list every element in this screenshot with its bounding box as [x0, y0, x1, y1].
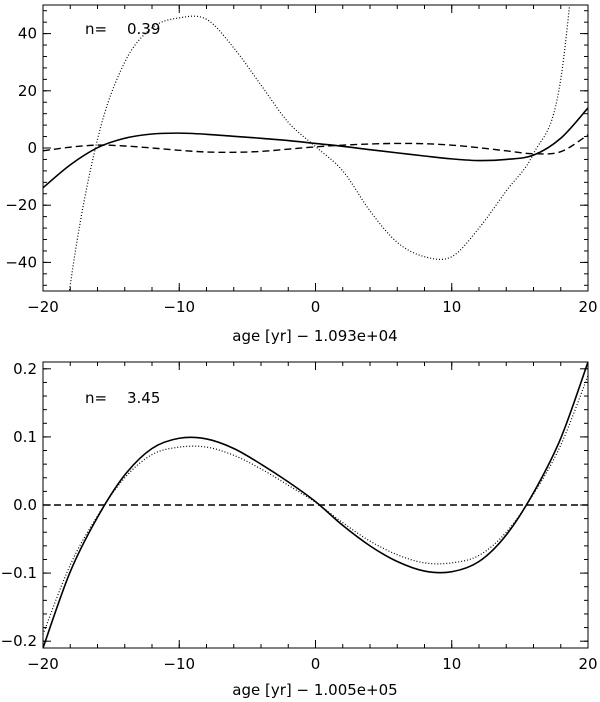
top-series-dashed-line — [43, 134, 588, 155]
bottom-x-axis-title: age [yr] − 1.005e+05 — [232, 681, 397, 699]
top-y-tick-label: −40 — [5, 253, 37, 271]
bottom-series-group — [43, 362, 588, 648]
bottom-y-tick-label: −0.1 — [1, 564, 37, 582]
bottom-x-tick-label: −20 — [27, 655, 59, 673]
top-x-tick-label: −10 — [163, 298, 195, 316]
top-y-tick-label: 0 — [27, 139, 37, 157]
top-panel: −20 −10 0 10 20 −40 −20 0 20 40 n= 0.39 age [yr] … — [5, 4, 598, 345]
top-y-tick-label: 20 — [18, 82, 37, 100]
top-series-dotted-line — [68, 5, 571, 291]
top-series-solid-line — [43, 107, 588, 189]
bottom-series-solid-line — [43, 362, 588, 648]
top-x-tick-label: −20 — [27, 298, 59, 316]
top-x-tick-label: 10 — [442, 298, 461, 316]
bottom-y-tick-label: 0.0 — [13, 496, 37, 514]
top-plot-frame — [42, 4, 589, 292]
bottom-x-tick-label: −10 — [163, 655, 195, 673]
top-annotation-value: 0.39 — [127, 20, 160, 38]
bottom-panel: −20 −10 0 10 20 −0.2 −0.1 0.0 0.1 0.2 n= 3.45 age… — [1, 360, 598, 699]
bottom-y-tick-label: 0.1 — [13, 428, 37, 446]
top-x-tick-label: 20 — [578, 298, 597, 316]
bottom-annotation-label: n= — [85, 389, 107, 407]
bottom-y-tick-label: 0.2 — [13, 360, 37, 378]
bottom-y-tick-label: −0.2 — [1, 632, 37, 650]
bottom-annotation-value: 3.45 — [127, 389, 160, 407]
top-ticks: −20 −10 0 10 20 −40 −20 0 20 40 — [5, 5, 598, 316]
top-series-group — [43, 5, 588, 291]
bottom-ticks: −20 −10 0 10 20 −0.2 −0.1 0.0 0.1 0.2 — [1, 360, 598, 673]
top-y-tick-label: −20 — [5, 196, 37, 214]
top-x-axis-title: age [yr] − 1.093e+04 — [232, 327, 397, 345]
top-annotation-label: n= — [85, 20, 107, 38]
bottom-x-tick-label: 0 — [311, 655, 321, 673]
bottom-x-tick-label: 20 — [578, 655, 597, 673]
top-y-tick-label: 40 — [18, 25, 37, 43]
top-x-tick-label: 0 — [311, 298, 321, 316]
bottom-x-tick-label: 10 — [442, 655, 461, 673]
